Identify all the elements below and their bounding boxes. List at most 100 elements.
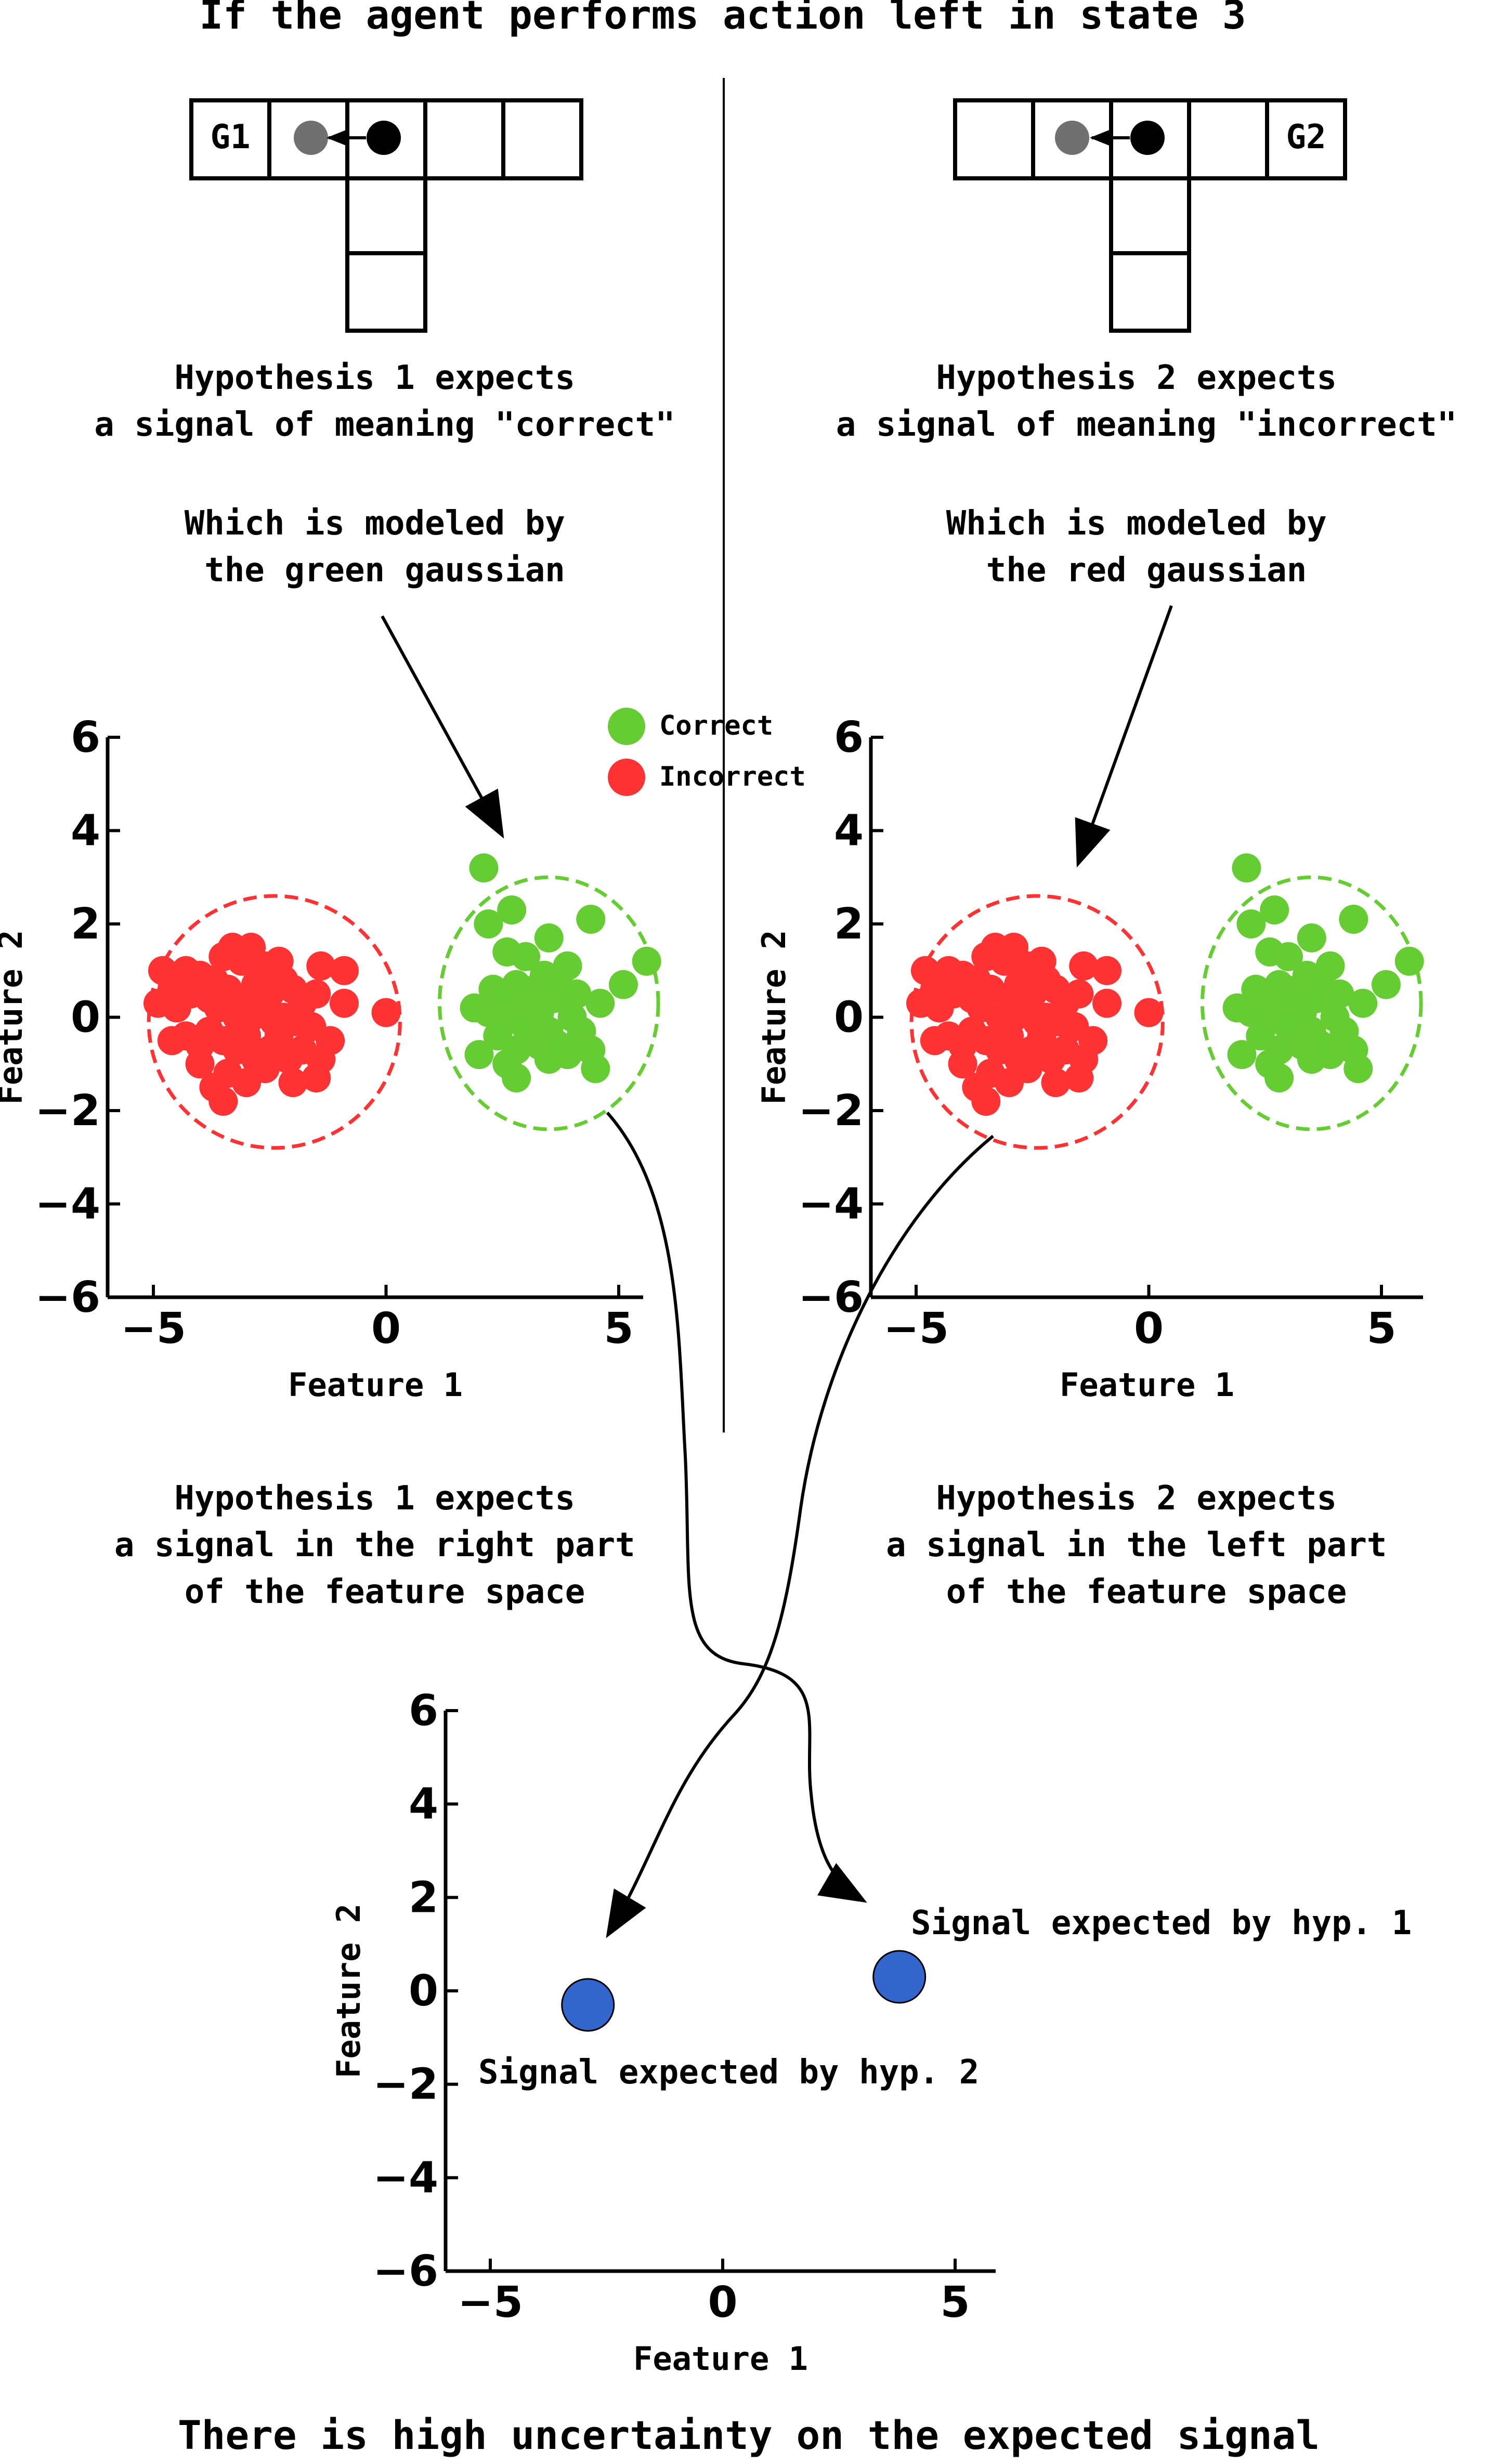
hyp2-signal-arrow (606, 1135, 994, 1938)
y-tick-label: 2 (71, 899, 100, 949)
y-tick-label: 2 (409, 1873, 438, 1922)
bottom-title: There is high uncertainty on the expecte… (178, 2412, 1320, 2458)
correct-point (483, 1021, 513, 1051)
incorrect-point (199, 1073, 229, 1102)
correct-point (464, 1040, 494, 1070)
right-agent-ghost (1055, 121, 1089, 155)
left-region-line-2: a signal in the right part (114, 1526, 635, 1565)
x-tick-label: −5 (883, 1304, 949, 1353)
y-tick-label: 0 (834, 993, 864, 1042)
correct-point (1227, 1040, 1257, 1070)
left-hypothesis-text: Hypothesis 1 expects a signal of meaning… (94, 359, 675, 444)
correct-point (1348, 988, 1378, 1018)
left-model-text: Which is modeled by the green gaussian (185, 504, 585, 590)
incorrect-point (962, 1073, 992, 1102)
left-region-line-3: of the feature space (185, 1573, 585, 1611)
y-tick-label: −6 (798, 1273, 864, 1322)
correct-point (1232, 853, 1261, 883)
chart-left: −6 −4 −2 0 2 4 6 −5 0 5 Feature 1 Feature 2 (0, 713, 661, 1404)
correct-point (581, 1054, 610, 1084)
legend: Correct Incorrect (608, 708, 806, 796)
y-tick-label: −2 (373, 2060, 438, 2109)
y-axis-label: Feature 2 (330, 1904, 368, 2078)
correct-point (1344, 1054, 1373, 1084)
hyp1-signal-label: Signal expected by hyp. 1 (911, 1904, 1412, 1942)
incorrect-point (1092, 988, 1121, 1018)
x-tick-label: 0 (708, 2278, 737, 2327)
correct-point (1371, 970, 1401, 999)
x-axis-label: Feature 1 (1060, 1366, 1234, 1404)
y-axis-label: Feature 2 (755, 930, 793, 1105)
gaussian-ellipse (437, 875, 660, 1131)
y-tick-label: 6 (71, 713, 100, 762)
correct-point (511, 1012, 540, 1041)
y-tick-label: −4 (373, 2153, 438, 2202)
left-region-text: Hypothesis 1 expects a signal in the rig… (114, 1479, 655, 1611)
incorrect-point (329, 988, 359, 1018)
y-tick-label: 0 (409, 1966, 438, 2016)
correct-point (1255, 1049, 1285, 1079)
correct-point (562, 979, 592, 1009)
incorrect-point (371, 998, 401, 1027)
x-tick-label: −5 (121, 1304, 186, 1353)
right-region-line-1: Hypothesis 2 expects (936, 1479, 1337, 1518)
correct-point (534, 923, 564, 953)
incorrect-point (329, 956, 359, 985)
incorrect-point (999, 1002, 1028, 1032)
gaussian-ellipse (909, 894, 1165, 1150)
left-agent-ghost (294, 121, 328, 155)
right-model-text: Which is modeled by the red gaussian (946, 504, 1347, 590)
correct-point (511, 942, 540, 971)
correct-point (585, 988, 615, 1018)
chart-bottom: −6 −4 −2 0 2 4 6 −5 0 5 Feature 1 Feature 2 Signal e… (330, 1686, 1412, 2378)
incorrect-point (185, 1049, 215, 1079)
incorrect-point (250, 1054, 280, 1084)
incorrect-point (1041, 1068, 1071, 1098)
correct-point (1274, 942, 1303, 971)
incorrect-point (255, 979, 284, 1009)
incorrect-point (948, 1049, 977, 1079)
incorrect-point (1027, 1021, 1056, 1051)
y-tick-label: −4 (35, 1180, 100, 1229)
correct-point (632, 946, 661, 976)
y-tick-label: −4 (798, 1180, 864, 1229)
y-tick-label: 0 (71, 993, 100, 1042)
correct-point (497, 895, 527, 925)
y-tick-label: 4 (409, 1780, 438, 1829)
x-tick-label: −5 (458, 2278, 523, 2327)
hyp2-signal-label: Signal expected by hyp. 2 (478, 2053, 979, 2092)
correct-point (608, 970, 638, 999)
right-region-line-2: a signal in the left part (886, 1526, 1387, 1565)
incorrect-point (236, 1002, 266, 1032)
y-tick-label: −6 (35, 1273, 100, 1322)
incorrect-point (143, 988, 173, 1018)
left-hyp-line-2: a signal of meaning "correct" (94, 406, 675, 444)
correct-point (1246, 1021, 1275, 1051)
right-model-line-1: Which is modeled by (946, 504, 1327, 543)
incorrect-point (264, 1021, 294, 1051)
correct-point (474, 909, 503, 938)
left-model-arrow (381, 615, 504, 839)
left-model-line-1: Which is modeled by (185, 504, 565, 543)
correct-point (543, 1031, 573, 1060)
y-tick-label: 2 (834, 899, 864, 949)
incorrect-point (1064, 979, 1094, 1009)
correct-point (460, 993, 489, 1023)
left-region-line-1: Hypothesis 1 expects (174, 1479, 575, 1518)
left-hyp-line-1: Hypothesis 1 expects (174, 359, 575, 397)
expected-signal-point (872, 1950, 927, 2004)
right-hyp-line-1: Hypothesis 2 expects (936, 359, 1337, 397)
legend-incorrect-marker (608, 759, 645, 796)
gaussian-ellipse (147, 894, 402, 1150)
y-axis-label: Feature 2 (0, 930, 30, 1105)
right-region-text: Hypothesis 2 expects a signal in the lef… (886, 1479, 1407, 1611)
incorrect-point (278, 1068, 308, 1098)
correct-point (1325, 979, 1354, 1009)
y-tick-label: −2 (798, 1086, 864, 1136)
legend-incorrect-label: Incorrect (659, 761, 806, 792)
incorrect-point (1069, 951, 1099, 981)
incorrect-point (302, 979, 331, 1009)
left-goal-label: G1 (210, 118, 250, 157)
correct-point (1274, 1012, 1303, 1041)
legend-correct-label: Correct (659, 710, 773, 741)
